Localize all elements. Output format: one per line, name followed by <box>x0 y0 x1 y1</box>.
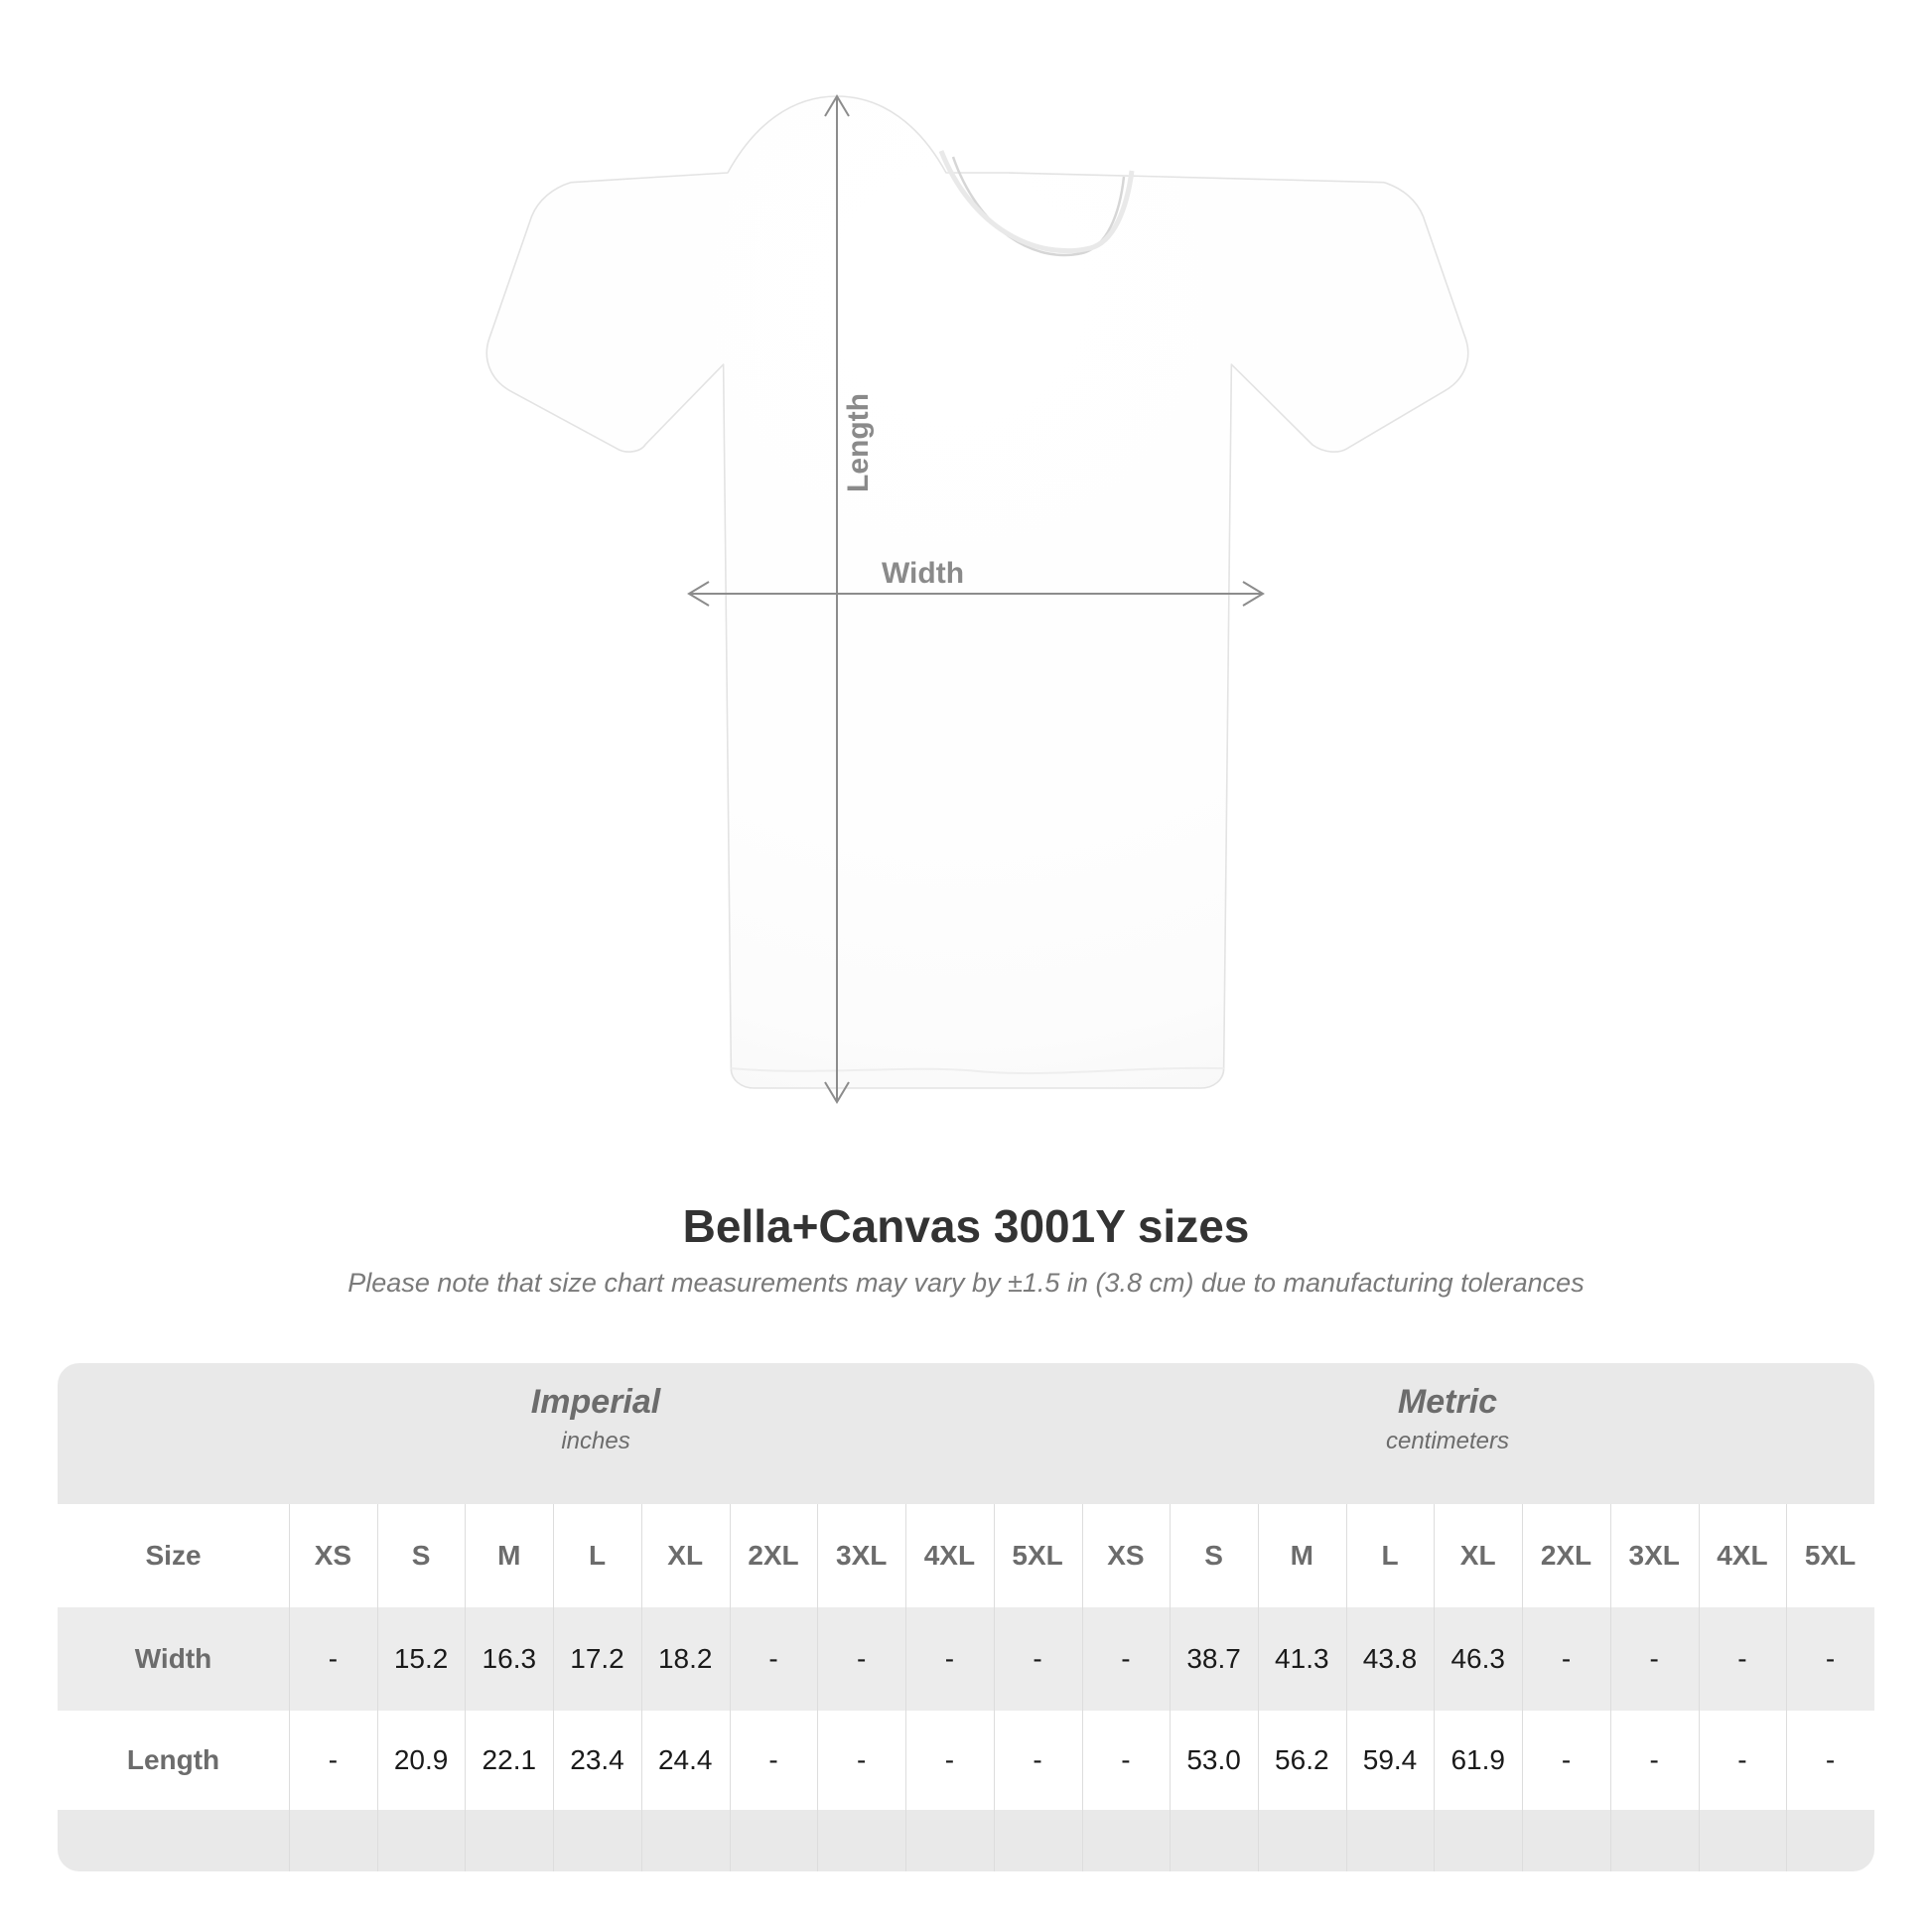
svg-text:Width: Width <box>882 557 964 590</box>
svg-text:Length: Length <box>842 393 875 492</box>
